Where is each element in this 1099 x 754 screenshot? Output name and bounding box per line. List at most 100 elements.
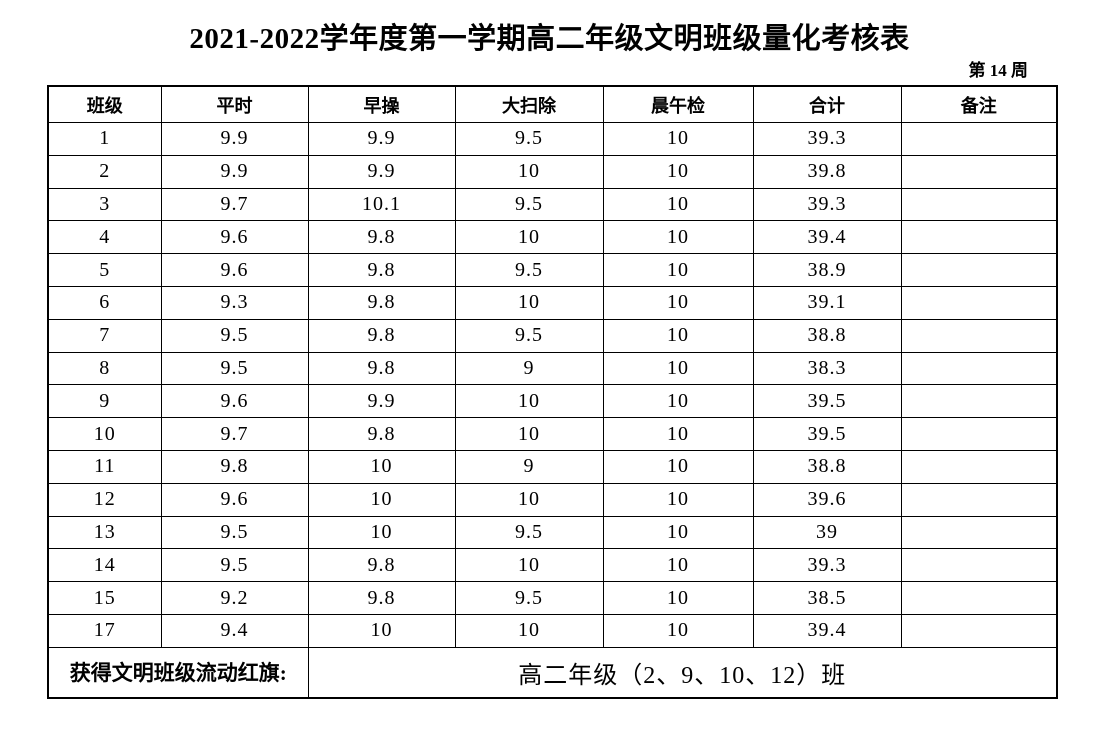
cell-exercise: 9.8 <box>307 548 456 583</box>
table-row: 13 9.5 10 9.5 10 39 <box>47 515 1058 550</box>
cell-check: 10 <box>602 613 754 648</box>
footer-row: 获得文明班级流动红旗: 高二年级（2、9、10、12）班 <box>47 646 1058 699</box>
cell-exercise: 9.9 <box>307 384 456 419</box>
cell-total: 39.3 <box>752 187 902 222</box>
cell-check: 10 <box>602 187 754 222</box>
cell-daily: 9.7 <box>160 187 309 222</box>
header-check: 晨午检 <box>602 85 754 123</box>
header-cleaning: 大扫除 <box>454 85 604 123</box>
cell-exercise: 9.9 <box>307 122 456 156</box>
cell-class: 8 <box>47 351 162 386</box>
assessment-table: 班级 平时 早操 大扫除 晨午检 合计 备注 1 9.9 9.9 9.5 10 … <box>47 85 1058 699</box>
cell-total: 38.8 <box>752 449 902 484</box>
cell-daily: 9.9 <box>160 154 309 189</box>
cell-class: 17 <box>47 613 162 648</box>
cell-remark <box>900 122 1058 156</box>
cell-class: 15 <box>47 581 162 615</box>
table-row: 1 9.9 9.9 9.5 10 39.3 <box>47 122 1058 156</box>
cell-remark <box>900 515 1058 550</box>
cell-class: 11 <box>47 449 162 484</box>
cell-exercise: 10 <box>307 482 456 517</box>
header-row: 班级 平时 早操 大扫除 晨午检 合计 备注 <box>47 85 1058 123</box>
cell-check: 10 <box>602 449 754 484</box>
cell-cleaning: 10 <box>454 417 604 451</box>
cell-daily: 9.5 <box>160 351 309 386</box>
cell-daily: 9.6 <box>160 482 309 517</box>
cell-exercise: 9.8 <box>307 220 456 255</box>
cell-total: 39.3 <box>752 548 902 583</box>
cell-remark <box>900 351 1058 386</box>
cell-cleaning: 10 <box>454 285 604 320</box>
cell-remark <box>900 154 1058 189</box>
cell-remark <box>900 253 1058 287</box>
cell-cleaning: 9.5 <box>454 318 604 353</box>
cell-cleaning: 10 <box>454 613 604 648</box>
cell-remark <box>900 548 1058 583</box>
table-row: 14 9.5 9.8 10 10 39.3 <box>47 548 1058 583</box>
cell-total: 39.4 <box>752 220 902 255</box>
cell-remark <box>900 417 1058 451</box>
cell-class: 13 <box>47 515 162 550</box>
cell-check: 10 <box>602 581 754 615</box>
header-daily: 平时 <box>160 85 309 123</box>
table-row: 4 9.6 9.8 10 10 39.4 <box>47 220 1058 255</box>
table-row: 12 9.6 10 10 10 39.6 <box>47 482 1058 517</box>
cell-cleaning: 10 <box>454 384 604 419</box>
table-row: 2 9.9 9.9 10 10 39.8 <box>47 154 1058 189</box>
cell-class: 12 <box>47 482 162 517</box>
cell-total: 39.1 <box>752 285 902 320</box>
cell-class: 6 <box>47 285 162 320</box>
table-row: 6 9.3 9.8 10 10 39.1 <box>47 285 1058 320</box>
cell-total: 39.8 <box>752 154 902 189</box>
cell-check: 10 <box>602 548 754 583</box>
header-total: 合计 <box>752 85 902 123</box>
cell-remark <box>900 220 1058 255</box>
cell-class: 7 <box>47 318 162 353</box>
cell-total: 38.9 <box>752 253 902 287</box>
footer-value: 高二年级（2、9、10、12）班 <box>307 646 1058 699</box>
cell-class: 14 <box>47 548 162 583</box>
cell-daily: 9.6 <box>160 220 309 255</box>
cell-class: 2 <box>47 154 162 189</box>
cell-class: 9 <box>47 384 162 419</box>
cell-daily: 9.5 <box>160 318 309 353</box>
cell-class: 4 <box>47 220 162 255</box>
cell-exercise: 10 <box>307 515 456 550</box>
cell-exercise: 9.8 <box>307 285 456 320</box>
header-remark: 备注 <box>900 85 1058 123</box>
cell-remark <box>900 449 1058 484</box>
cell-check: 10 <box>602 318 754 353</box>
cell-exercise: 10.1 <box>307 187 456 222</box>
cell-total: 39.6 <box>752 482 902 517</box>
cell-remark <box>900 613 1058 648</box>
table-row: 7 9.5 9.8 9.5 10 38.8 <box>47 318 1058 353</box>
table-row: 8 9.5 9.8 9 10 38.3 <box>47 351 1058 386</box>
cell-daily: 9.3 <box>160 285 309 320</box>
cell-check: 10 <box>602 482 754 517</box>
cell-cleaning: 9.5 <box>454 515 604 550</box>
cell-exercise: 10 <box>307 449 456 484</box>
cell-check: 10 <box>602 253 754 287</box>
cell-total: 39.4 <box>752 613 902 648</box>
cell-exercise: 9.8 <box>307 318 456 353</box>
header-class: 班级 <box>47 85 162 123</box>
cell-daily: 9.8 <box>160 449 309 484</box>
cell-class: 10 <box>47 417 162 451</box>
cell-daily: 9.5 <box>160 515 309 550</box>
cell-total: 39.3 <box>752 122 902 156</box>
week-label: 第 14 周 <box>968 61 1029 80</box>
cell-daily: 9.6 <box>160 253 309 287</box>
cell-cleaning: 9 <box>454 449 604 484</box>
cell-exercise: 9.8 <box>307 351 456 386</box>
cell-exercise: 9.9 <box>307 154 456 189</box>
cell-class: 1 <box>47 122 162 156</box>
cell-exercise: 9.8 <box>307 417 456 451</box>
cell-check: 10 <box>602 351 754 386</box>
cell-cleaning: 9 <box>454 351 604 386</box>
cell-cleaning: 9.5 <box>454 581 604 615</box>
cell-total: 38.8 <box>752 318 902 353</box>
header-exercise: 早操 <box>307 85 456 123</box>
cell-exercise: 9.8 <box>307 253 456 287</box>
cell-daily: 9.7 <box>160 417 309 451</box>
cell-cleaning: 10 <box>454 154 604 189</box>
